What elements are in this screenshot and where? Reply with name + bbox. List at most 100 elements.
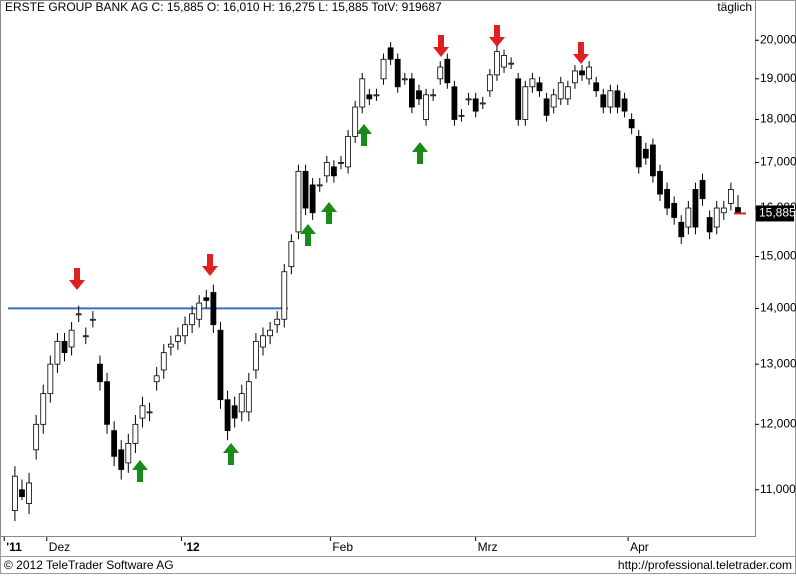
candle-body bbox=[260, 335, 266, 348]
candle-body bbox=[160, 352, 167, 371]
candle-body bbox=[557, 82, 564, 100]
candle-body bbox=[245, 381, 252, 413]
candle-body bbox=[486, 74, 493, 92]
candle-body bbox=[281, 271, 288, 320]
candle-body bbox=[323, 162, 330, 177]
last-price-box bbox=[756, 205, 794, 222]
sell-arrows bbox=[69, 25, 589, 290]
candle-body bbox=[564, 86, 571, 100]
x-tick-label: '12 bbox=[183, 540, 200, 554]
candle-body bbox=[437, 66, 444, 80]
candle-body bbox=[316, 184, 323, 187]
candle-body bbox=[401, 78, 408, 81]
candle-body bbox=[458, 114, 465, 117]
candle-body bbox=[678, 221, 685, 238]
candle-body bbox=[416, 90, 422, 100]
candle-body bbox=[288, 241, 295, 268]
candle-body bbox=[189, 313, 196, 326]
candle-body bbox=[331, 166, 337, 177]
y-tick-label: 12,000 bbox=[760, 417, 796, 431]
y-tick-label: 18,000 bbox=[760, 112, 796, 126]
candle-body bbox=[614, 90, 621, 108]
candle-body bbox=[522, 86, 529, 120]
candle-body bbox=[444, 58, 451, 84]
candle-body bbox=[586, 66, 593, 80]
candle-body bbox=[125, 442, 132, 464]
candle-body bbox=[267, 329, 273, 337]
candle-body bbox=[408, 78, 415, 108]
candle-body bbox=[465, 98, 472, 101]
candle-body bbox=[671, 202, 678, 218]
candle-body bbox=[61, 340, 68, 354]
candle-body bbox=[295, 170, 302, 233]
candle-body bbox=[345, 135, 351, 168]
candle-body bbox=[302, 170, 309, 209]
candle-body bbox=[238, 393, 245, 413]
x-tick-label: Dez bbox=[49, 540, 70, 554]
candle-body bbox=[19, 489, 25, 498]
candle-body bbox=[104, 381, 110, 425]
candle-body bbox=[657, 170, 663, 195]
candle-body bbox=[494, 51, 500, 76]
candle-body bbox=[196, 302, 203, 320]
candle-body bbox=[621, 98, 628, 112]
candle-body bbox=[224, 399, 231, 432]
candle-body bbox=[692, 189, 699, 228]
y-tick-label: 15,000 bbox=[760, 249, 796, 263]
candle-body bbox=[508, 62, 515, 65]
candle-body bbox=[607, 90, 614, 108]
candle-body bbox=[217, 329, 224, 401]
candle-body bbox=[380, 58, 387, 80]
candle-body bbox=[373, 94, 380, 97]
candle-body bbox=[231, 405, 238, 419]
candle-body bbox=[664, 189, 670, 209]
candle-body bbox=[309, 184, 316, 214]
candle-body bbox=[175, 335, 181, 342]
candle-body bbox=[501, 55, 507, 68]
candle-body bbox=[338, 162, 344, 164]
candle-body bbox=[650, 144, 656, 177]
candle-body bbox=[642, 148, 649, 159]
candle-body bbox=[529, 78, 536, 88]
y-tick-label: 17,000 bbox=[760, 155, 796, 169]
y-tick-label: 14,000 bbox=[760, 301, 796, 315]
candle-body bbox=[33, 423, 40, 451]
candle-body bbox=[97, 363, 103, 383]
candle-body bbox=[628, 119, 635, 129]
copyright: © 2012 TeleTrader Software AG bbox=[4, 558, 174, 572]
candle-body bbox=[394, 58, 401, 88]
candle-body bbox=[182, 324, 188, 337]
candle-body bbox=[75, 313, 82, 316]
candle-body bbox=[727, 189, 734, 204]
candle-body bbox=[593, 82, 600, 92]
candle-body bbox=[118, 449, 125, 470]
plot-frame bbox=[0, 0, 756, 537]
candle-body bbox=[139, 405, 146, 419]
candle-body bbox=[210, 292, 217, 326]
x-tick-label: Mrz bbox=[478, 540, 498, 554]
candle-body bbox=[167, 343, 174, 348]
candle-body bbox=[153, 375, 160, 383]
y-tick-label: 13,000 bbox=[760, 356, 796, 370]
candle-body bbox=[82, 335, 89, 338]
buy-arrows bbox=[132, 124, 428, 482]
candle-body bbox=[11, 475, 18, 511]
candle-body bbox=[146, 411, 153, 414]
x-tick-label: Apr bbox=[630, 540, 649, 554]
candle-body bbox=[536, 82, 543, 92]
candle-body bbox=[515, 78, 522, 120]
last-price-label: 15,885 bbox=[759, 206, 796, 220]
candle-body bbox=[699, 179, 706, 200]
candle-body bbox=[89, 318, 96, 321]
candle-body bbox=[479, 102, 486, 105]
candle-body bbox=[600, 94, 607, 108]
y-tick-label: 11,000 bbox=[760, 482, 796, 496]
candle-body bbox=[472, 98, 479, 112]
candle-body bbox=[253, 340, 259, 371]
candle-body bbox=[430, 94, 437, 97]
candle-body bbox=[359, 78, 366, 108]
candle-body bbox=[352, 106, 359, 137]
candle-body bbox=[550, 94, 557, 108]
candle-body bbox=[203, 297, 210, 301]
